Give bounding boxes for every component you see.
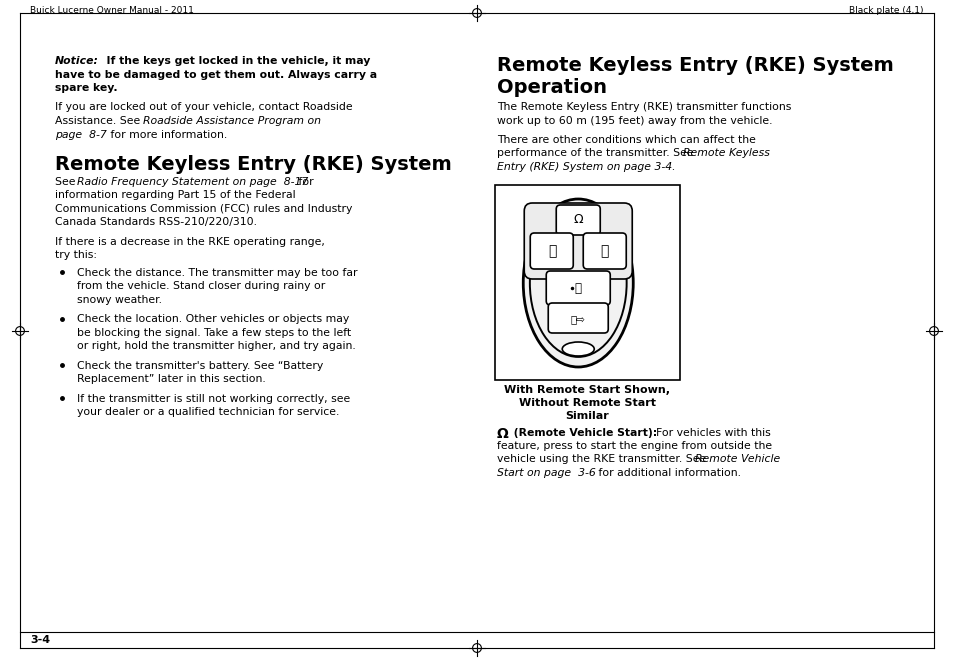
Text: Operation: Operation bbox=[497, 78, 606, 97]
Text: work up to 60 m (195 feet) away from the vehicle.: work up to 60 m (195 feet) away from the… bbox=[497, 116, 772, 126]
Text: Similar: Similar bbox=[565, 411, 609, 422]
Text: See: See bbox=[55, 177, 79, 187]
Text: There are other conditions which can affect the: There are other conditions which can aff… bbox=[497, 135, 755, 145]
FancyBboxPatch shape bbox=[548, 303, 608, 333]
Text: for more information.: for more information. bbox=[107, 130, 227, 140]
Text: page  8-7: page 8-7 bbox=[55, 130, 107, 140]
Text: performance of the transmitter. See: performance of the transmitter. See bbox=[497, 148, 697, 158]
Text: Check the distance. The transmitter may be too far: Check the distance. The transmitter may … bbox=[77, 268, 357, 278]
Text: Start on page  3-6: Start on page 3-6 bbox=[497, 468, 595, 478]
Text: Roadside Assistance Program on: Roadside Assistance Program on bbox=[143, 116, 320, 126]
Text: If the transmitter is still not working correctly, see: If the transmitter is still not working … bbox=[77, 394, 350, 404]
Text: spare key.: spare key. bbox=[55, 83, 117, 93]
Text: With Remote Start Shown,: With Remote Start Shown, bbox=[504, 385, 670, 395]
Text: Buick Lucerne Owner Manual - 2011: Buick Lucerne Owner Manual - 2011 bbox=[30, 6, 193, 15]
Text: your dealer or a qualified technician for service.: your dealer or a qualified technician fo… bbox=[77, 407, 339, 418]
Text: Remote Keyless Entry (RKE) System: Remote Keyless Entry (RKE) System bbox=[55, 155, 452, 174]
Text: vehicle using the RKE transmitter. See: vehicle using the RKE transmitter. See bbox=[497, 454, 709, 464]
Text: 🔓: 🔓 bbox=[599, 244, 608, 258]
Text: Ω: Ω bbox=[573, 214, 582, 226]
Bar bbox=[495, 186, 679, 381]
Text: Check the location. Other vehicles or objects may: Check the location. Other vehicles or ob… bbox=[77, 315, 349, 325]
FancyBboxPatch shape bbox=[524, 203, 632, 279]
Text: If the keys get locked in the vehicle, it may: If the keys get locked in the vehicle, i… bbox=[99, 56, 370, 66]
Text: 🔑⇨: 🔑⇨ bbox=[570, 314, 585, 324]
Text: If you are locked out of your vehicle, contact Roadside: If you are locked out of your vehicle, c… bbox=[55, 102, 353, 112]
Text: Radio Frequency Statement on page  8-17: Radio Frequency Statement on page 8-17 bbox=[77, 177, 308, 187]
Text: Assistance. See: Assistance. See bbox=[55, 116, 144, 126]
Text: Black plate (4,1): Black plate (4,1) bbox=[848, 6, 923, 15]
Ellipse shape bbox=[529, 209, 626, 357]
Ellipse shape bbox=[561, 342, 594, 356]
Text: Notice:: Notice: bbox=[55, 56, 99, 66]
Text: Communications Commission (FCC) rules and Industry: Communications Commission (FCC) rules an… bbox=[55, 204, 352, 214]
Text: from the vehicle. Stand closer during rainy or: from the vehicle. Stand closer during ra… bbox=[77, 281, 325, 291]
Text: Remote Keyless: Remote Keyless bbox=[682, 148, 769, 158]
Text: For vehicles with this: For vehicles with this bbox=[648, 428, 770, 438]
FancyBboxPatch shape bbox=[582, 233, 625, 269]
Text: for: for bbox=[294, 177, 314, 187]
Text: Remote Keyless Entry (RKE) System: Remote Keyless Entry (RKE) System bbox=[497, 56, 893, 75]
Text: Canada Standards RSS-210/220/310.: Canada Standards RSS-210/220/310. bbox=[55, 218, 256, 228]
Text: (Remote Vehicle Start):: (Remote Vehicle Start): bbox=[510, 428, 657, 438]
FancyBboxPatch shape bbox=[556, 205, 599, 235]
Text: Replacement” later in this section.: Replacement” later in this section. bbox=[77, 375, 266, 385]
Text: Without Remote Start: Without Remote Start bbox=[518, 399, 656, 409]
FancyBboxPatch shape bbox=[530, 233, 573, 269]
Text: 🔒: 🔒 bbox=[547, 244, 556, 258]
Text: 🚗: 🚗 bbox=[574, 283, 581, 295]
Text: have to be damaged to get them out. Always carry a: have to be damaged to get them out. Alwa… bbox=[55, 69, 376, 79]
Text: try this:: try this: bbox=[55, 250, 97, 261]
Ellipse shape bbox=[522, 199, 633, 367]
Text: feature, press to start the engine from outside the: feature, press to start the engine from … bbox=[497, 441, 771, 451]
Text: Entry (RKE) System on page 3-4.: Entry (RKE) System on page 3-4. bbox=[497, 162, 675, 172]
Text: information regarding Part 15 of the Federal: information regarding Part 15 of the Fed… bbox=[55, 190, 295, 200]
Text: Remote Vehicle: Remote Vehicle bbox=[695, 454, 780, 464]
Text: Check the transmitter's battery. See “Battery: Check the transmitter's battery. See “Ba… bbox=[77, 361, 323, 371]
Text: snowy weather.: snowy weather. bbox=[77, 295, 162, 305]
Text: or right, hold the transmitter higher, and try again.: or right, hold the transmitter higher, a… bbox=[77, 341, 355, 351]
FancyBboxPatch shape bbox=[546, 271, 610, 305]
Text: 3-4: 3-4 bbox=[30, 635, 51, 645]
Text: be blocking the signal. Take a few steps to the left: be blocking the signal. Take a few steps… bbox=[77, 328, 351, 338]
Text: If there is a decrease in the RKE operating range,: If there is a decrease in the RKE operat… bbox=[55, 237, 325, 247]
Text: Ω: Ω bbox=[497, 428, 508, 442]
Text: for additional information.: for additional information. bbox=[595, 468, 740, 478]
Text: The Remote Keyless Entry (RKE) transmitter functions: The Remote Keyless Entry (RKE) transmitt… bbox=[497, 102, 791, 112]
